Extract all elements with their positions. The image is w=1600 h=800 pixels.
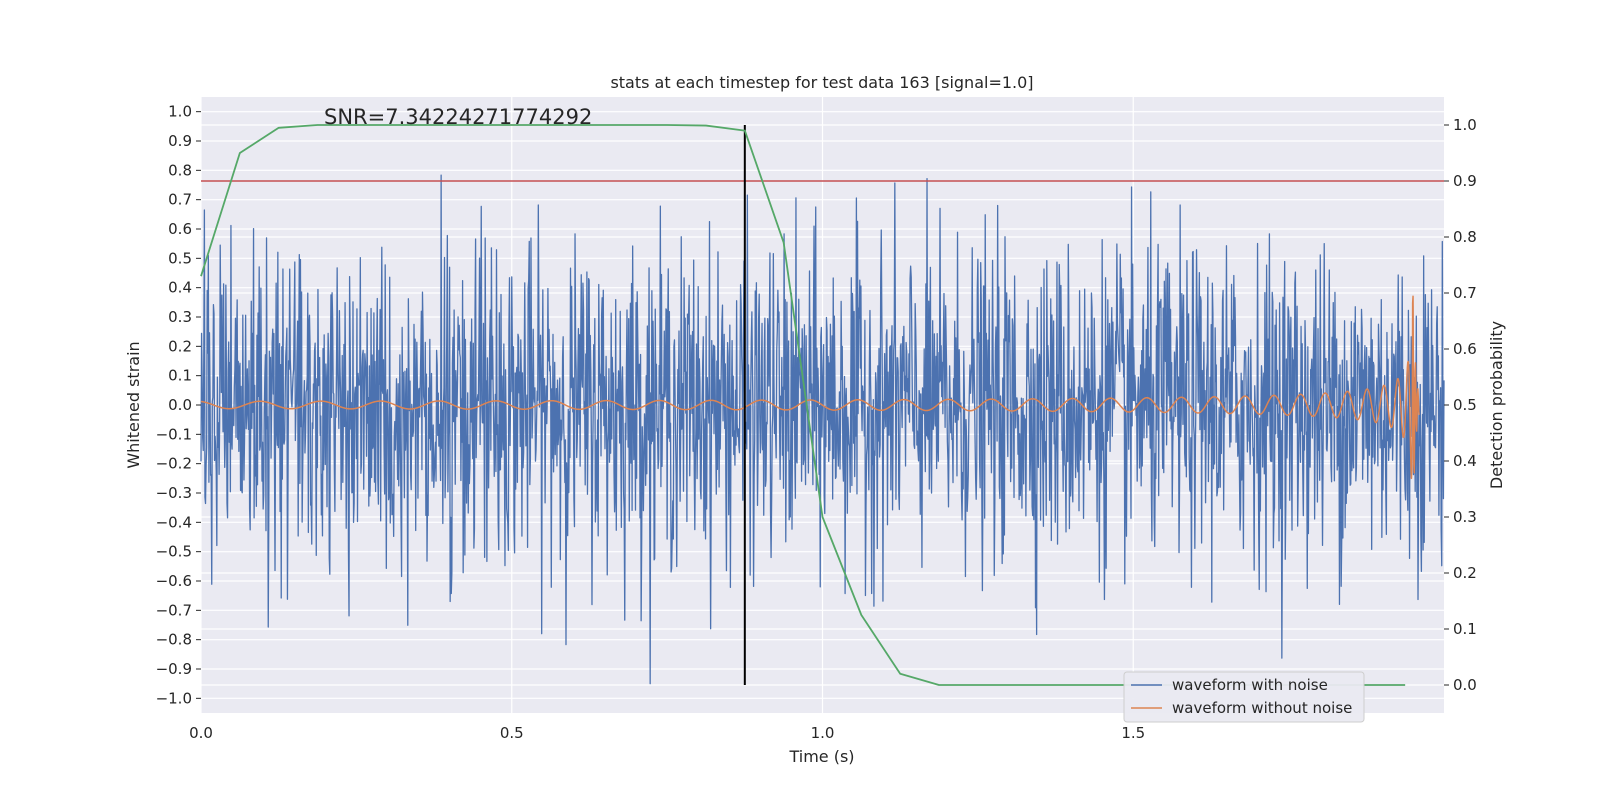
y-left-tick-label: 0.5 — [168, 249, 192, 267]
y-left-tick-label: −0.1 — [156, 425, 192, 443]
x-tick-label: 0.0 — [189, 724, 213, 742]
legend: waveform with noise waveform without noi… — [1123, 671, 1365, 723]
y-left-tick-label: −1.0 — [156, 689, 192, 707]
y-right-tick-label: 0.0 — [1453, 676, 1477, 694]
y-left-tick-label: −0.8 — [156, 631, 192, 649]
y-left-tick-label: −0.2 — [156, 455, 192, 473]
y-left-tick-label: −0.7 — [156, 601, 192, 619]
chart-title: stats at each timestep for test data 163… — [610, 73, 1033, 92]
waveform-without-noise-line — [200, 295, 1420, 480]
y-right-tick-label: 0.7 — [1453, 284, 1477, 302]
y-right-tick-label: 0.1 — [1453, 620, 1477, 638]
snr-annotation: SNR=7.34224271774292 — [324, 105, 592, 129]
x-tick-label: 1.5 — [1121, 724, 1145, 742]
y-right-tick-label: 0.3 — [1453, 508, 1477, 526]
y-right-tick-label: 0.4 — [1453, 452, 1477, 470]
y-left-tick-label: 0.3 — [168, 308, 192, 326]
y-axis-label-left: Whitened strain — [124, 341, 143, 468]
legend-box — [1123, 671, 1365, 723]
y-left-tick-label: 0.9 — [168, 132, 192, 150]
y-left-tick-label: −0.6 — [156, 572, 192, 590]
axes-labels: 0.0 0.5 1.0 1.5 1.0 0.9 0.8 0.7 0.6 0.5 0.4 0.3 0.2 0… — [156, 103, 1477, 742]
y-axis-label-right: Detection probability — [1487, 321, 1506, 489]
waveform-with-noise-line — [200, 174, 1445, 685]
y-left-tick-label: 0.0 — [168, 396, 192, 414]
y-right-tick-label: 0.5 — [1453, 396, 1477, 414]
legend-label-clean: waveform without noise — [1172, 699, 1352, 717]
x-axis-label: Time (s) — [788, 747, 854, 766]
y-right-tick-label: 1.0 — [1453, 116, 1477, 134]
y-right-tick-label: 0.2 — [1453, 564, 1477, 582]
y-left-tick-label: 0.2 — [168, 337, 192, 355]
y-left-tick-label: 0.7 — [168, 191, 192, 209]
y-left-tick-label: −0.5 — [156, 543, 192, 561]
y-left-tick-label: 1.0 — [168, 103, 192, 121]
y-left-tick-label: −0.4 — [156, 513, 192, 531]
y-left-tick-label: 0.6 — [168, 220, 192, 238]
y-right-tick-label: 0.6 — [1453, 340, 1477, 358]
x-tick-label: 0.5 — [500, 724, 524, 742]
x-tick-label: 1.0 — [811, 724, 835, 742]
y-left-tick-label: −0.3 — [156, 484, 192, 502]
y-left-tick-label: 0.1 — [168, 367, 192, 385]
y-left-tick-label: 0.4 — [168, 279, 192, 297]
y-right-tick-label: 0.9 — [1453, 172, 1477, 190]
legend-label-noise: waveform with noise — [1172, 676, 1328, 694]
y-right-tick-label: 0.8 — [1453, 228, 1477, 246]
y-left-tick-label: −0.9 — [156, 660, 192, 678]
y-left-tick-label: 0.8 — [168, 161, 192, 179]
